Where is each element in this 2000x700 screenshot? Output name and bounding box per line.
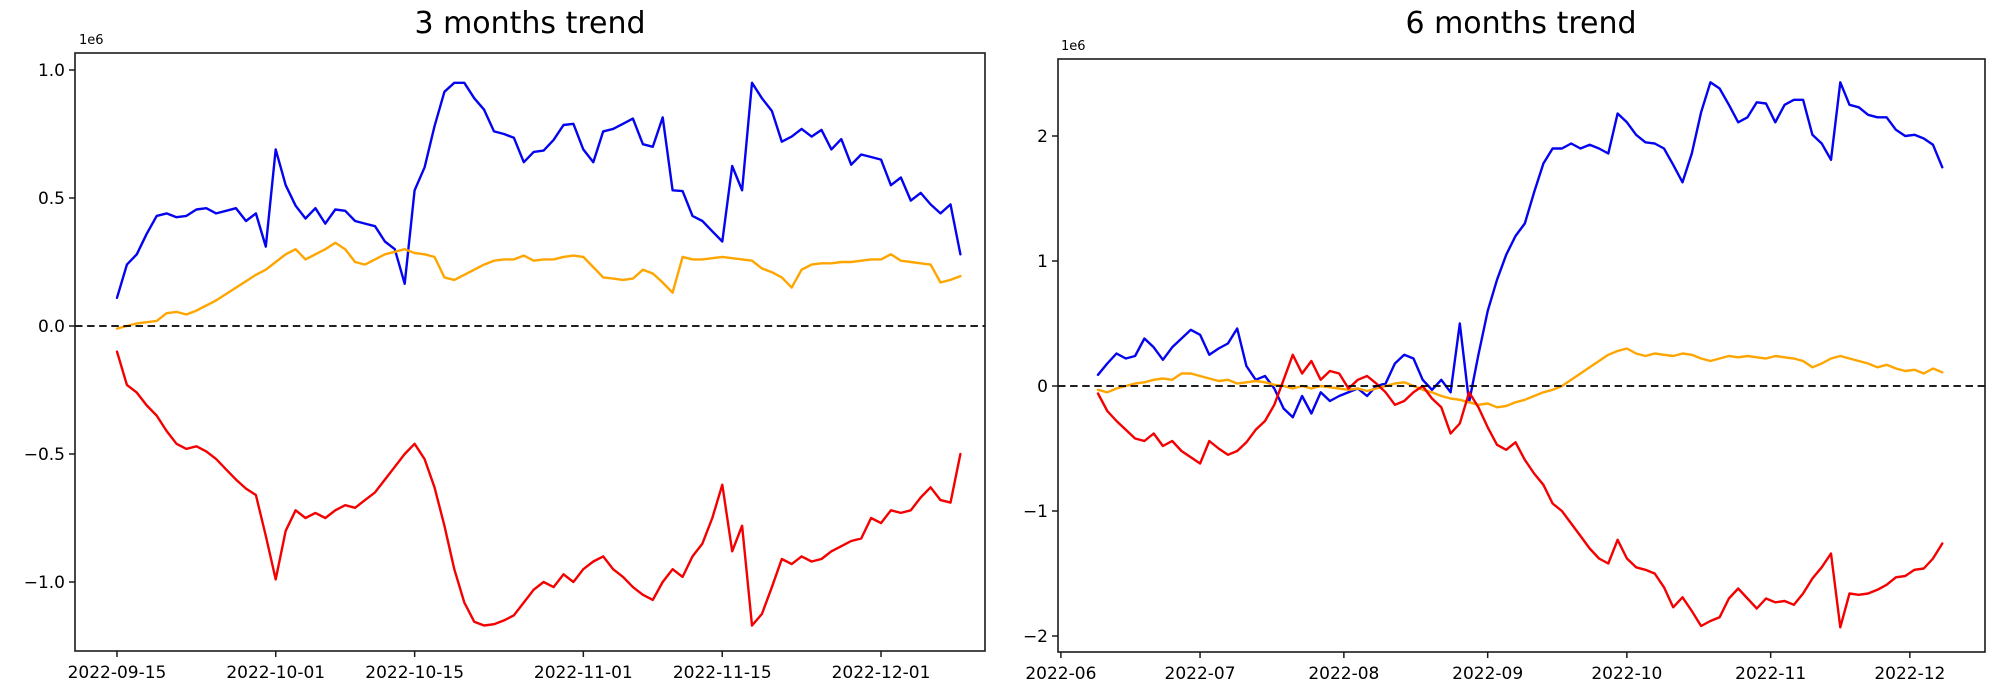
x-tick-label: 2022-07	[1165, 664, 1236, 684]
y-tick-label: −1	[1023, 502, 1048, 522]
left-axis-scale-label: 1e6	[79, 33, 104, 48]
red-trend-line	[1096, 353, 1944, 629]
plot-border	[1057, 58, 1986, 653]
y-tick-label: −0.5	[24, 445, 65, 465]
chart-6-months: 2022-06 2022-07 2022-08 2022-09 2022-10 2022-…	[1023, 58, 1986, 684]
y-tick-label: 0.0	[38, 317, 65, 337]
x-tick-label: 2022-06	[1025, 664, 1096, 684]
left-chart-title: 3 months trend	[414, 6, 646, 41]
x-tick-label: 2022-12	[1874, 664, 1945, 684]
right-axis-scale-label: 1e6	[1061, 39, 1086, 54]
x-tick-label: 2022-08	[1308, 664, 1379, 684]
x-tick-label: 2022-10	[1591, 664, 1662, 684]
y-tick-label: −2	[1023, 627, 1048, 647]
y-tick-label: 1	[1037, 252, 1048, 272]
blue-trend-line	[115, 81, 962, 299]
y-tick-label: 2	[1037, 127, 1048, 147]
x-tick-label: 2022-11-15	[673, 663, 772, 683]
x-tick-label: 2022-09	[1452, 664, 1523, 684]
x-tick-label: 2022-11-01	[534, 663, 633, 683]
y-tick-label: 0.5	[38, 189, 65, 209]
orange-trend-line	[115, 241, 962, 330]
plot-border	[74, 52, 986, 652]
x-tick-label: 2022-12-01	[832, 663, 931, 683]
red-trend-line	[115, 350, 962, 627]
right-chart-title: 6 months trend	[1405, 6, 1637, 41]
blue-trend-line	[1096, 81, 1944, 419]
x-tick-label: 2022-10-15	[365, 663, 464, 683]
x-tick-label: 2022-10-01	[226, 663, 325, 683]
orange-trend-line	[1096, 347, 1944, 409]
y-tick-label: 1.0	[38, 61, 65, 81]
chart-3-months: 2022-09-15 2022-10-01 2022-10-15 2022-11-01…	[24, 52, 986, 683]
x-tick-label: 2022-11	[1735, 664, 1806, 684]
y-tick-label: 0	[1037, 377, 1048, 397]
x-tick-label: 2022-09-15	[68, 663, 167, 683]
y-tick-label: −1.0	[24, 573, 65, 593]
